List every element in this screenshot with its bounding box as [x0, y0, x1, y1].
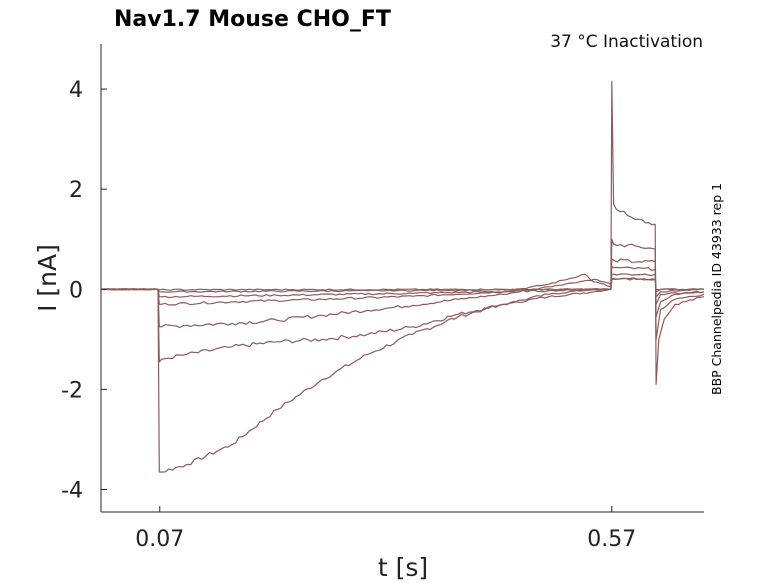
trace-group	[100, 80, 705, 473]
channelpedia-id-note: BBP Channelpedia ID 43933 rep 1	[709, 183, 724, 395]
current-trace-3	[101, 266, 705, 306]
y-tick-label-1: 2	[69, 178, 83, 203]
current-trace-4	[100, 273, 705, 299]
y-tick-label-4: -4	[61, 478, 83, 503]
y-axis-label: I [nA]	[33, 244, 62, 312]
current-trace-6	[100, 277, 705, 291]
y-tick-label-3: -2	[61, 378, 83, 403]
x-tick-group: 0.07 0.57	[135, 506, 636, 552]
y-tick-group: 4 2 0 -2 -4	[61, 78, 107, 503]
current-trace-0	[101, 80, 705, 473]
x-axis-label: t [s]	[378, 553, 428, 582]
current-trace-1	[100, 238, 705, 363]
chart-title: Nav1.7 Mouse CHO_FT	[114, 7, 391, 32]
y-tick-label-0: 4	[69, 78, 83, 103]
current-trace-2	[100, 258, 705, 329]
x-tick-label-0: 0.07	[135, 527, 184, 552]
y-tick-label-2: 0	[69, 278, 83, 303]
chart-subtitle: 37 °C Inactivation	[550, 32, 703, 52]
x-tick-label-1: 0.57	[587, 527, 636, 552]
